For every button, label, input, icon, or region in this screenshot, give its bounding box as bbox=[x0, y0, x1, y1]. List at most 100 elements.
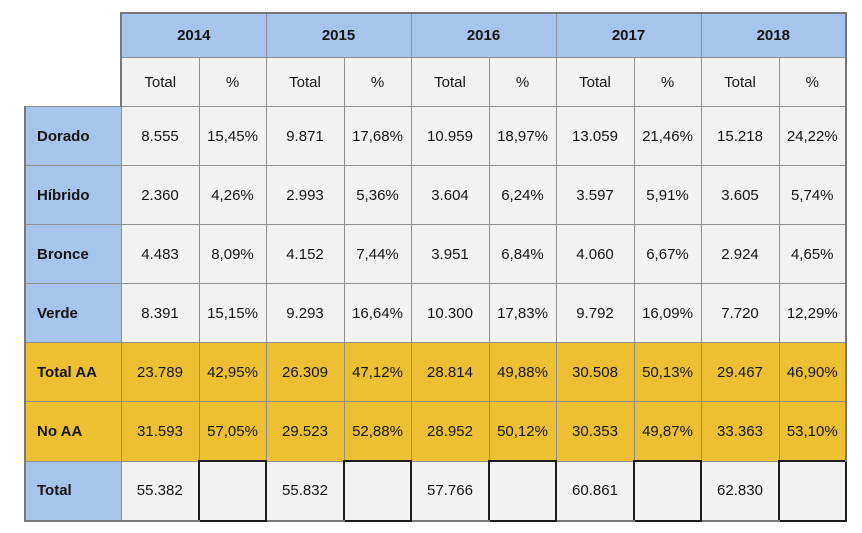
subheader-cell: % bbox=[488, 57, 557, 107]
data-cell: 29.467 bbox=[700, 342, 780, 402]
data-cell: 3.605 bbox=[700, 165, 780, 225]
data-cell: 57,05% bbox=[198, 401, 267, 462]
data-cell: 8.555 bbox=[120, 106, 200, 166]
data-cell: 13.059 bbox=[555, 106, 635, 166]
data-cell: 42,95% bbox=[198, 342, 267, 402]
table-row: No AA 31.593 57,05% 29.523 52,88% 28.952… bbox=[24, 401, 847, 462]
data-cell: 12,29% bbox=[778, 283, 847, 343]
data-cell: 10.959 bbox=[410, 106, 490, 166]
empty-percent-cell bbox=[633, 460, 702, 522]
subheader-cell: Total bbox=[265, 57, 345, 107]
data-cell: 4.060 bbox=[555, 224, 635, 284]
data-cell: 4,65% bbox=[778, 224, 847, 284]
year-header: 2017 bbox=[555, 12, 702, 58]
table-row: Bronce 4.483 8,09% 4.152 7,44% 3.951 6,8… bbox=[24, 224, 847, 284]
data-cell: 46,90% bbox=[778, 342, 847, 402]
row-label: Total AA bbox=[24, 342, 122, 402]
data-cell: 28.952 bbox=[410, 401, 490, 462]
subheader-cell: % bbox=[633, 57, 702, 107]
row-label: Total bbox=[24, 460, 122, 522]
data-cell: 16,64% bbox=[343, 283, 412, 343]
row-label: Híbrido bbox=[24, 165, 122, 225]
data-cell: 47,12% bbox=[343, 342, 412, 402]
data-cell: 57.766 bbox=[410, 460, 490, 522]
data-cell: 30.508 bbox=[555, 342, 635, 402]
data-cell: 15,45% bbox=[198, 106, 267, 166]
data-cell: 62.830 bbox=[700, 460, 780, 522]
data-cell: 50,13% bbox=[633, 342, 702, 402]
subheader-cell: Total bbox=[555, 57, 635, 107]
subheader-cell: % bbox=[198, 57, 267, 107]
data-cell: 53,10% bbox=[778, 401, 847, 462]
row-label: Bronce bbox=[24, 224, 122, 284]
data-cell: 24,22% bbox=[778, 106, 847, 166]
data-cell: 10.300 bbox=[410, 283, 490, 343]
corner-cell bbox=[25, 13, 121, 107]
data-cell: 8.391 bbox=[120, 283, 200, 343]
data-cell: 9.792 bbox=[555, 283, 635, 343]
data-cell: 15,15% bbox=[198, 283, 267, 343]
data-cell: 3.604 bbox=[410, 165, 490, 225]
table-row: Total 55.382 55.832 57.766 60.861 62.830 bbox=[24, 460, 847, 522]
data-cell: 26.309 bbox=[265, 342, 345, 402]
data-cell: 49,87% bbox=[633, 401, 702, 462]
data-cell: 15.218 bbox=[700, 106, 780, 166]
data-cell: 7,44% bbox=[343, 224, 412, 284]
data-cell: 33.363 bbox=[700, 401, 780, 462]
empty-percent-cell bbox=[343, 460, 412, 522]
data-cell: 5,36% bbox=[343, 165, 412, 225]
row-label: Verde bbox=[24, 283, 122, 343]
data-cell: 6,67% bbox=[633, 224, 702, 284]
data-cell: 60.861 bbox=[555, 460, 635, 522]
data-cell: 18,97% bbox=[488, 106, 557, 166]
data-cell: 7.720 bbox=[700, 283, 780, 343]
subheader-cell: Total bbox=[120, 57, 200, 107]
data-cell: 4,26% bbox=[198, 165, 267, 225]
data-cell: 55.382 bbox=[120, 460, 200, 522]
data-cell: 2.360 bbox=[120, 165, 200, 225]
data-cell: 28.814 bbox=[410, 342, 490, 402]
data-cell: 6,84% bbox=[488, 224, 557, 284]
year-header: 2016 bbox=[410, 12, 557, 58]
subheader-cell: Total bbox=[410, 57, 490, 107]
year-header: 2015 bbox=[265, 12, 412, 58]
data-cell: 17,68% bbox=[343, 106, 412, 166]
table-row: Total AA 23.789 42,95% 26.309 47,12% 28.… bbox=[24, 342, 847, 402]
data-cell: 49,88% bbox=[488, 342, 557, 402]
data-cell: 9.293 bbox=[265, 283, 345, 343]
data-cell: 4.152 bbox=[265, 224, 345, 284]
data-cell: 5,74% bbox=[778, 165, 847, 225]
data-cell: 17,83% bbox=[488, 283, 557, 343]
subheader-cell: Total bbox=[700, 57, 780, 107]
table-row: Híbrido 2.360 4,26% 2.993 5,36% 3.604 6,… bbox=[24, 165, 847, 225]
data-cell: 21,46% bbox=[633, 106, 702, 166]
empty-percent-cell bbox=[198, 460, 267, 522]
empty-percent-cell bbox=[778, 460, 847, 522]
data-cell: 29.523 bbox=[265, 401, 345, 462]
data-cell: 16,09% bbox=[633, 283, 702, 343]
data-cell: 3.951 bbox=[410, 224, 490, 284]
table-row: Dorado 8.555 15,45% 9.871 17,68% 10.959 … bbox=[24, 106, 847, 166]
subheader-cell: % bbox=[778, 57, 847, 107]
data-cell: 5,91% bbox=[633, 165, 702, 225]
data-cell: 2.993 bbox=[265, 165, 345, 225]
data-cell: 31.593 bbox=[120, 401, 200, 462]
data-cell: 3.597 bbox=[555, 165, 635, 225]
data-cell: 2.924 bbox=[700, 224, 780, 284]
data-cell: 6,24% bbox=[488, 165, 557, 225]
data-table: 2014 2015 2016 2017 2018 Total % Total %… bbox=[24, 12, 847, 522]
subheader-row: Total % Total % Total % Total % Total % bbox=[25, 57, 847, 107]
data-cell: 4.483 bbox=[120, 224, 200, 284]
year-header-row: 2014 2015 2016 2017 2018 bbox=[25, 12, 847, 58]
data-cell: 8,09% bbox=[198, 224, 267, 284]
table-row: Verde 8.391 15,15% 9.293 16,64% 10.300 1… bbox=[24, 283, 847, 343]
data-cell: 23.789 bbox=[120, 342, 200, 402]
data-cell: 55.832 bbox=[265, 460, 345, 522]
data-cell: 30.353 bbox=[555, 401, 635, 462]
data-cell: 52,88% bbox=[343, 401, 412, 462]
year-header: 2014 bbox=[120, 12, 267, 58]
row-label: No AA bbox=[24, 401, 122, 462]
row-label: Dorado bbox=[24, 106, 122, 166]
data-cell: 9.871 bbox=[265, 106, 345, 166]
